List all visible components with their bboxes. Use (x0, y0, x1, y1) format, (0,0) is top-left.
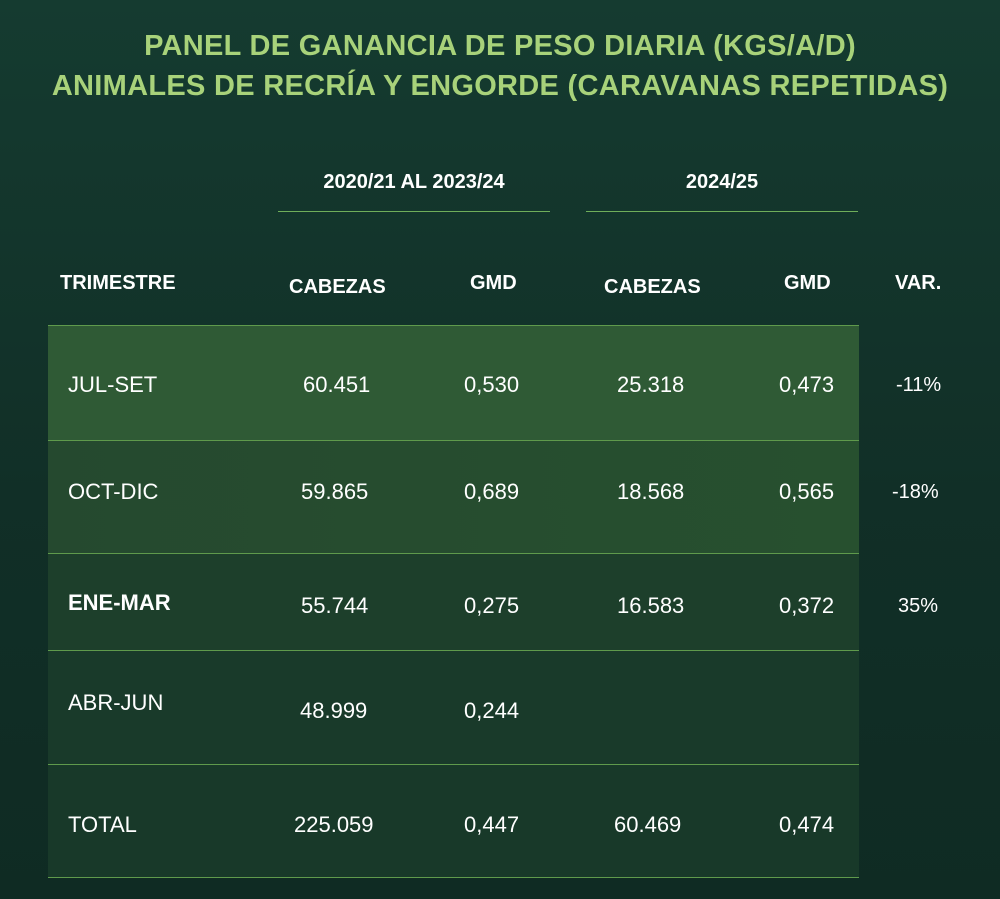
cell-gmd-historic: 0,689 (464, 479, 520, 504)
group-underline-2024-25 (586, 211, 858, 212)
column-header-gmd-historic: GMD (470, 272, 517, 294)
cell-cabezas-2024-25: 18.568 (617, 479, 685, 504)
cell-cabezas-2024-25: 16.583 (617, 593, 685, 618)
table-row-band-oct-dic (48, 441, 859, 553)
cell-gmd-2024-25: 0,473 (779, 372, 835, 397)
cell-cabezas-historic-total: 225.059 (294, 812, 374, 837)
cell-trimestre-total: TOTAL (68, 812, 137, 837)
table-row-band-ene-mar (48, 554, 859, 650)
row-divider (48, 440, 859, 441)
cell-var: 35% (898, 595, 939, 617)
cell-gmd-historic: 0,244 (464, 698, 520, 723)
cell-cabezas-historic: 59.865 (301, 479, 369, 504)
cell-gmd-historic-total: 0,447 (464, 812, 520, 837)
column-header-var: VAR. (895, 272, 942, 294)
cell-trimestre: OCT-DIC (68, 479, 159, 504)
cell-cabezas-2024-25: 25.318 (617, 372, 685, 397)
cell-cabezas-historic: 48.999 (300, 698, 368, 723)
cell-gmd-2024-25: 0,372 (779, 593, 835, 618)
column-header-cabezas-2024-25: CABEZAS (604, 276, 701, 298)
row-divider (48, 553, 859, 554)
cell-trimestre: ABR-JUN (68, 690, 164, 715)
cell-gmd-2024-25-total: 0,474 (779, 812, 835, 837)
chart-title-line-1: PANEL DE GANANCIA DE PESO DIARIA (KGS/A/… (144, 30, 856, 62)
column-header-trimestre: TRIMESTRE (60, 272, 176, 294)
cell-var: -11% (896, 374, 942, 396)
cell-var: -18% (892, 481, 939, 503)
cell-gmd-historic: 0,530 (464, 372, 520, 397)
cell-gmd-historic: 0,275 (464, 593, 520, 618)
table-row-band-total (48, 765, 859, 877)
cell-cabezas-2024-25-total: 60.469 (614, 812, 682, 837)
cell-trimestre: ENE-MAR (68, 590, 171, 615)
row-divider (48, 650, 859, 651)
cell-cabezas-historic: 60.451 (303, 372, 371, 397)
cell-cabezas-historic: 55.744 (301, 593, 369, 618)
group-header-2024-25: 2024/25 (685, 171, 759, 193)
cell-trimestre: JUL-SET (68, 372, 158, 397)
row-divider (48, 325, 859, 326)
table-row-band-jul-set (48, 325, 859, 440)
row-divider (48, 764, 859, 765)
cell-gmd-2024-25: 0,565 (779, 479, 835, 504)
row-divider (48, 877, 859, 878)
column-header-gmd-2024-25: GMD (784, 272, 831, 294)
group-underline-historic (278, 211, 550, 212)
group-header-historic: 2020/21 AL 2023/24 (323, 171, 505, 193)
column-header-cabezas-historic: CABEZAS (289, 276, 386, 298)
chart-title-line-2: ANIMALES DE RECRÍA Y ENGORDE (CARAVANAS … (51, 70, 949, 102)
table-row-band-abr-jun (48, 651, 859, 764)
